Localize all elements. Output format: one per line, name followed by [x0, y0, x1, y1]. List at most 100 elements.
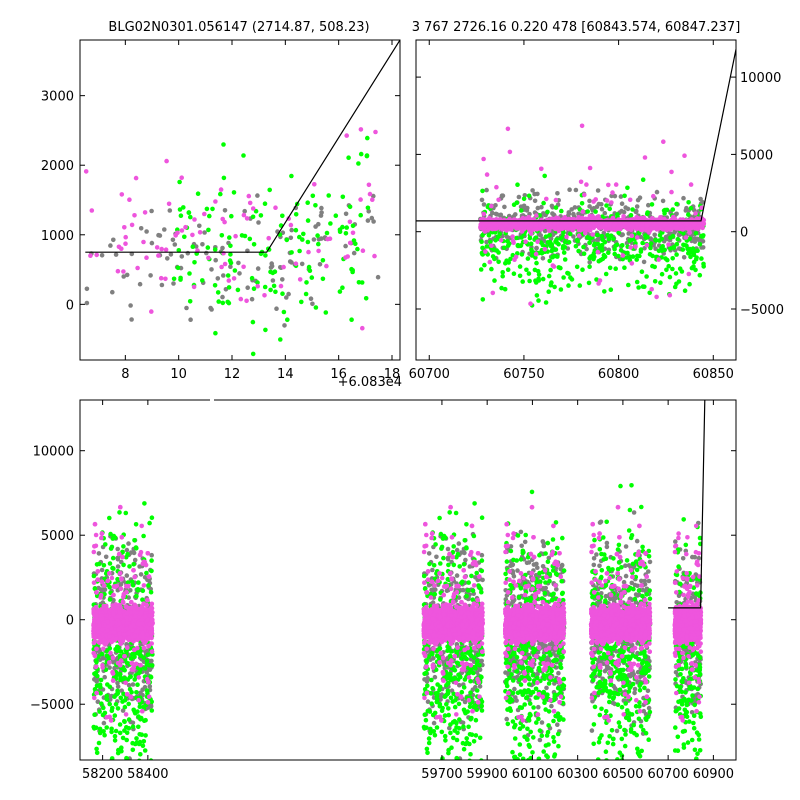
point-green	[92, 586, 98, 591]
point-gray	[108, 243, 113, 248]
point-magenta	[238, 296, 244, 302]
point-green	[239, 233, 245, 238]
point-magenta	[244, 216, 250, 221]
point-magenta	[100, 663, 105, 668]
point-gray	[131, 550, 137, 556]
point-gray	[249, 296, 255, 302]
point-green	[612, 251, 617, 257]
point-green	[124, 737, 129, 743]
point-gray	[221, 273, 226, 278]
point-magenta	[344, 133, 350, 138]
point-gray	[660, 198, 666, 204]
points-bottom	[91, 483, 704, 760]
point-green	[648, 245, 653, 251]
point-green	[515, 182, 520, 187]
point-green	[686, 212, 691, 217]
point-green	[118, 649, 124, 654]
point-green	[502, 245, 507, 251]
point-green	[281, 309, 287, 315]
point-gray	[184, 305, 189, 311]
point-gray	[555, 191, 560, 196]
point-green	[602, 254, 608, 260]
point-magenta	[123, 241, 128, 246]
point-green	[479, 239, 484, 244]
point-gray	[95, 699, 101, 704]
point-green	[492, 256, 497, 262]
point-green	[577, 283, 583, 288]
point-gray	[641, 259, 647, 265]
point-magenta	[668, 227, 673, 232]
point-magenta	[119, 192, 125, 197]
point-green	[364, 153, 370, 159]
point-magenta	[213, 199, 218, 204]
point-magenta	[297, 277, 303, 282]
point-green	[630, 207, 635, 212]
point-green	[595, 241, 601, 247]
point-magenta	[585, 216, 591, 222]
x-tick-label: 60700	[409, 367, 450, 382]
point-magenta	[519, 221, 525, 226]
point-green	[607, 265, 613, 271]
point-gray	[638, 234, 644, 240]
point-gray	[595, 188, 601, 193]
point-green	[505, 267, 511, 273]
point-gray	[530, 188, 535, 193]
point-green	[602, 289, 607, 294]
point-magenta	[135, 265, 140, 271]
point-gray	[282, 323, 287, 328]
point-green	[683, 243, 689, 248]
point-green	[110, 555, 116, 561]
point-magenta	[312, 182, 317, 187]
point-magenta	[580, 209, 586, 214]
point-gray	[156, 232, 161, 238]
point-green	[681, 231, 686, 236]
point-green	[587, 240, 592, 246]
point-green	[604, 203, 609, 208]
point-green	[365, 135, 370, 141]
point-magenta	[241, 212, 247, 218]
point-green	[114, 691, 120, 697]
point-green	[611, 236, 616, 242]
point-green	[686, 200, 691, 205]
point-green	[622, 193, 627, 199]
point-green	[355, 246, 360, 252]
point-magenta	[662, 216, 667, 222]
point-gray	[107, 665, 112, 670]
point-green	[262, 201, 268, 206]
point-green	[143, 733, 148, 738]
point-gray	[518, 204, 524, 209]
point-green	[268, 287, 273, 293]
point-green	[637, 253, 642, 259]
point-green	[525, 256, 531, 261]
point-green	[358, 212, 364, 218]
point-magenta	[347, 219, 353, 225]
point-magenta	[579, 123, 585, 129]
point-green	[356, 161, 361, 166]
point-magenta	[327, 236, 333, 241]
point-green	[107, 646, 113, 651]
point-green	[697, 272, 703, 278]
point-green	[119, 748, 124, 754]
point-green	[599, 233, 605, 239]
point-gray	[571, 234, 576, 239]
point-magenta	[197, 230, 203, 235]
point-magenta	[179, 175, 184, 180]
point-gray	[683, 208, 689, 213]
point-magenta	[549, 224, 554, 230]
point-green	[123, 510, 129, 516]
point-magenta	[93, 532, 99, 538]
point-green	[212, 247, 218, 252]
point-green	[262, 284, 268, 290]
point-green	[109, 726, 114, 732]
point-green	[625, 185, 630, 191]
point-green	[365, 205, 371, 211]
point-gray	[532, 198, 538, 204]
point-green	[112, 733, 118, 739]
point-green	[140, 588, 146, 594]
point-green	[558, 287, 564, 292]
point-green	[280, 213, 285, 219]
point-magenta	[481, 156, 486, 162]
point-gray	[220, 294, 225, 300]
point-green	[96, 740, 102, 746]
point-magenta	[627, 197, 633, 203]
